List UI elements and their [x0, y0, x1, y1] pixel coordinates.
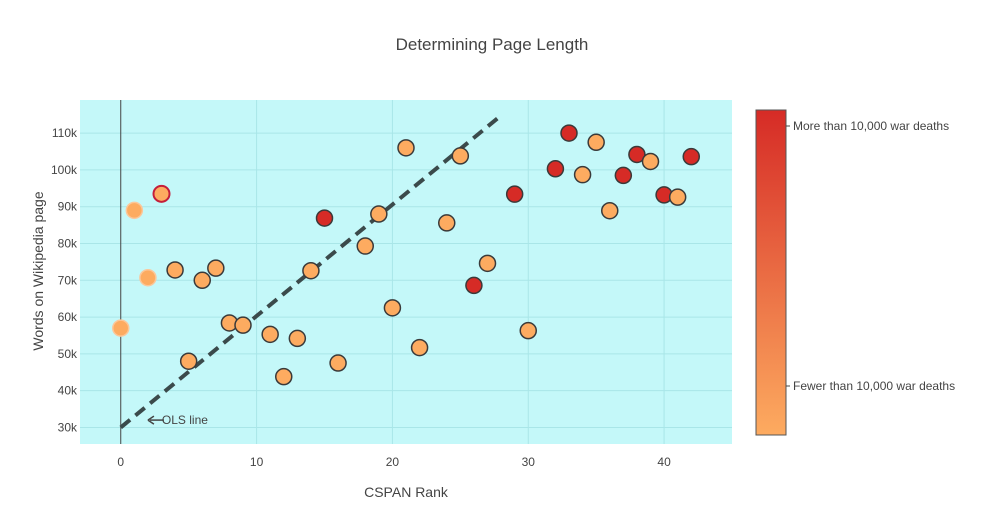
data-point — [560, 124, 578, 142]
y-tick-label: 110k — [52, 126, 78, 140]
data-point — [234, 316, 252, 334]
y-axis-ticks: 30k 40k 50k 60k 70k 80k 90k 100k 110k — [51, 126, 78, 434]
annotation-layer: OLS line — [147, 413, 208, 427]
data-point — [397, 139, 415, 157]
y-tick-label: 70k — [58, 273, 78, 287]
chart-title: Determining Page Length — [396, 35, 589, 54]
y-tick-label: 40k — [58, 384, 78, 398]
data-point — [207, 259, 225, 277]
data-point — [641, 152, 660, 171]
data-point — [315, 209, 334, 227]
y-tick-label: 80k — [58, 236, 78, 250]
colorbar-gradient — [755, 109, 787, 436]
x-tick-label: 0 — [117, 455, 124, 469]
data-point — [601, 201, 619, 220]
data-point — [383, 299, 402, 317]
y-tick-label: 30k — [58, 420, 78, 434]
y-tick-label: 100k — [51, 163, 78, 177]
data-point — [370, 205, 388, 223]
data-point — [614, 166, 633, 185]
y-axis-title: Words on Wikipedia page — [30, 191, 46, 350]
data-point — [682, 147, 700, 166]
data-point — [451, 147, 470, 165]
colorbar-label-high: More than 10,000 war deaths — [793, 119, 949, 133]
x-tick-label: 20 — [386, 455, 400, 469]
data-point — [519, 321, 537, 340]
data-point — [573, 165, 592, 184]
data-point — [166, 261, 184, 279]
data-point — [546, 160, 565, 178]
x-tick-label: 10 — [250, 455, 264, 469]
data-point — [261, 325, 279, 344]
x-tick-label: 30 — [522, 455, 536, 469]
data-point — [139, 268, 157, 287]
data-point — [329, 354, 347, 372]
data-point — [193, 271, 211, 290]
data-point — [587, 133, 605, 152]
data-point — [288, 329, 307, 348]
data-point — [668, 188, 687, 206]
plot-area[interactable] — [80, 100, 732, 444]
annotation-label: OLS line — [162, 413, 208, 427]
y-tick-label: 60k — [58, 310, 78, 324]
x-axis-ticks: 0 10 20 30 40 — [117, 455, 671, 469]
annotation-arrowhead — [147, 415, 155, 425]
data-point — [505, 185, 524, 203]
x-tick-label: 40 — [657, 455, 671, 469]
data-point — [465, 276, 483, 295]
points-layer — [112, 124, 700, 386]
data-point — [152, 184, 171, 203]
data-point — [478, 254, 497, 273]
data-point — [112, 319, 130, 337]
colorbar: More than 10,000 war deaths Fewer than 10… — [755, 109, 955, 436]
ols-line — [119, 113, 503, 429]
colorbar-label-low: Fewer than 10,000 war deaths — [793, 379, 955, 393]
data-point — [179, 352, 198, 370]
ols-line-layer — [119, 113, 503, 429]
data-point — [410, 338, 429, 357]
x-axis-title: CSPAN Rank — [364, 484, 449, 500]
y-tick-label: 90k — [58, 200, 78, 214]
data-point — [275, 367, 293, 386]
data-point — [356, 237, 374, 255]
y-tick-label: 50k — [58, 347, 78, 361]
data-point — [438, 214, 456, 232]
data-point — [628, 145, 646, 164]
data-point — [302, 261, 320, 280]
data-point — [125, 201, 144, 220]
gridlines — [80, 100, 732, 444]
